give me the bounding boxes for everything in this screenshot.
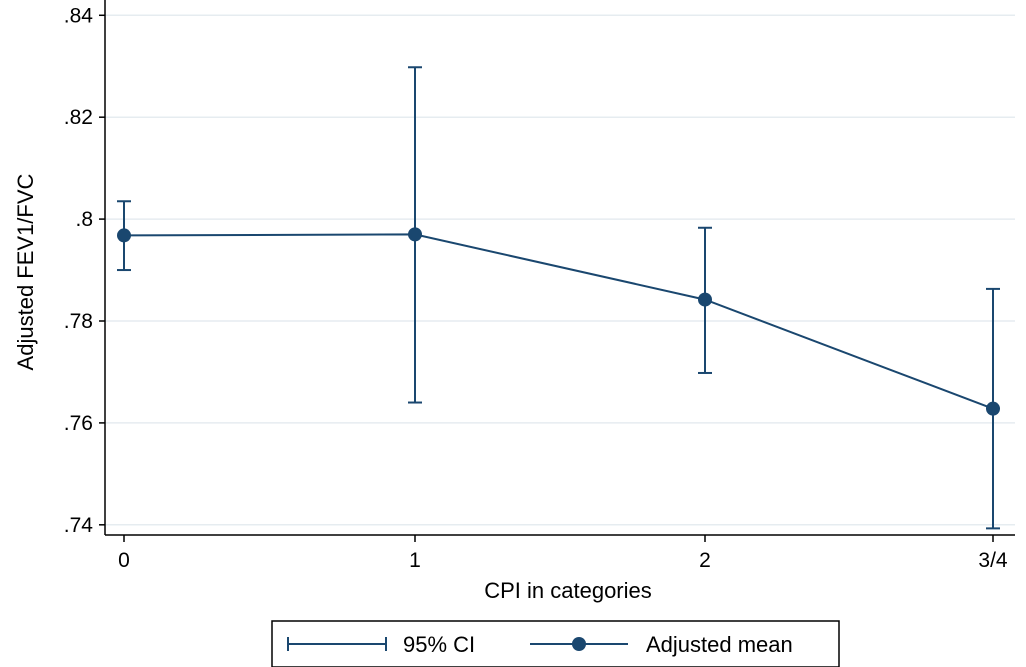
series-line-group bbox=[123, 233, 994, 410]
y-tick-label: .84 bbox=[64, 4, 94, 27]
x-tick-label: 2 bbox=[699, 549, 711, 572]
legend-mean-label: Adjusted mean bbox=[646, 632, 793, 657]
error-bars bbox=[117, 66, 1000, 530]
axes bbox=[99, 0, 1015, 542]
legend-mean-icon bbox=[530, 637, 628, 651]
x-tick-label: 0 bbox=[118, 549, 130, 572]
y-tick-label: .78 bbox=[64, 310, 93, 333]
data-points bbox=[117, 227, 1000, 416]
grid-lines bbox=[105, 14, 1015, 526]
x-tick-label: 1 bbox=[409, 549, 421, 572]
x-tick-labels: 0 1 2 3/4 bbox=[118, 549, 1008, 572]
data-point bbox=[986, 401, 1000, 416]
legend: 95% CI Adjusted mean bbox=[271, 620, 840, 667]
y-tick-label: .74 bbox=[64, 514, 94, 537]
data-point bbox=[698, 292, 712, 307]
y-tick-labels: .74 .76 .78 .8 .82 .84 bbox=[64, 4, 94, 537]
data-point bbox=[117, 228, 131, 243]
y-tick-label: .82 bbox=[64, 106, 93, 129]
y-tick-label: .8 bbox=[75, 208, 93, 231]
x-tick-label: 3/4 bbox=[978, 549, 1008, 572]
series-line bbox=[123, 233, 994, 410]
y-axis-title: Adjusted FEV1/FVC bbox=[13, 173, 38, 370]
legend-ci-label: 95% CI bbox=[403, 632, 475, 657]
x-axis-title: CPI in categories bbox=[484, 578, 652, 603]
data-point bbox=[408, 227, 422, 242]
y-tick-label: .76 bbox=[64, 412, 93, 435]
legend-ci-icon bbox=[287, 637, 387, 651]
